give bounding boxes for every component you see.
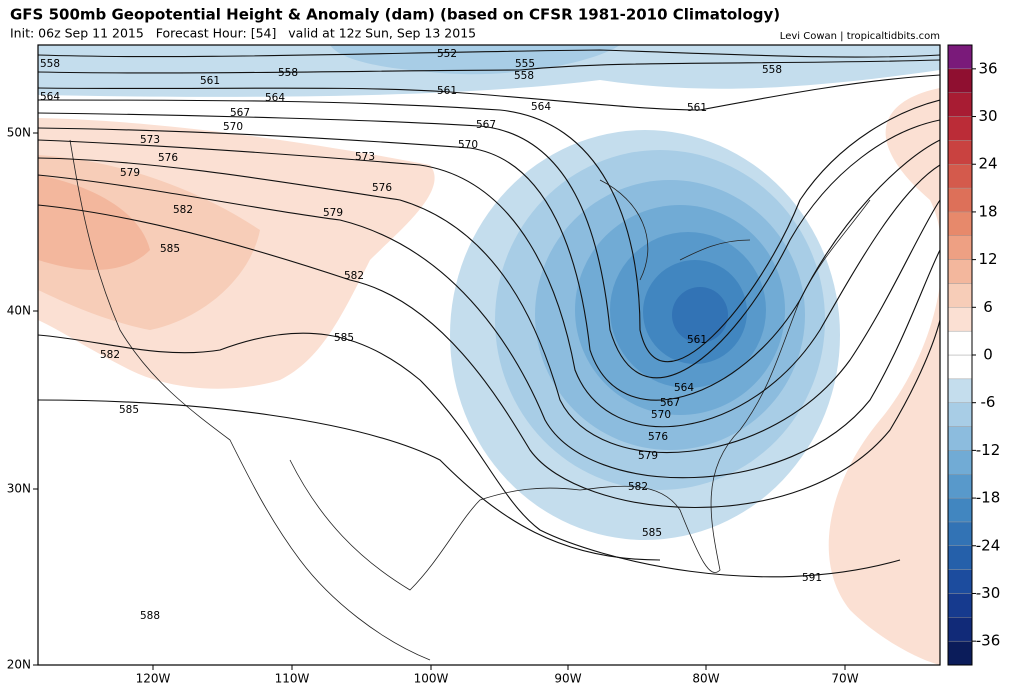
longitude-label: 120W	[136, 672, 171, 686]
contour-label: 576	[158, 152, 178, 164]
colorbar-segment	[947, 307, 973, 332]
contour-label: 564	[40, 91, 60, 103]
colorbar-label: -12	[976, 441, 1001, 459]
colorbar-label: -24	[976, 536, 1001, 554]
colorbar-label: -30	[976, 584, 1001, 602]
colorbar-label: -18	[976, 489, 1001, 507]
contour-label: 564	[531, 101, 551, 113]
contour-label: 579	[323, 207, 343, 219]
contour-label: 567	[660, 397, 680, 409]
colorbar-segment	[947, 283, 973, 308]
longitude-label: 110W	[275, 672, 310, 686]
colorbar-segment	[947, 235, 973, 260]
contour-label: 573	[355, 151, 375, 163]
colorbar-segment	[947, 44, 973, 70]
contour-label: 585	[160, 243, 180, 255]
contour-label: 570	[223, 121, 243, 133]
colorbar-segment	[947, 68, 973, 93]
contour-label: 585	[642, 527, 662, 539]
contour-label: 576	[372, 182, 392, 194]
colorbar-segment	[947, 378, 973, 403]
colorbar-label: -6	[981, 393, 996, 411]
contour-label: 582	[344, 270, 364, 282]
colorbar-label: 18	[978, 202, 997, 220]
colorbar-label: 0	[983, 346, 993, 364]
colorbar-segment	[947, 140, 973, 165]
contour-label: 588	[140, 610, 160, 622]
colorbar-segment	[947, 640, 973, 666]
contour-label: 570	[651, 409, 671, 421]
credit: Levi Cowan | tropicaltidbits.com	[780, 31, 940, 42]
contour-label: 558	[514, 70, 534, 82]
colorbar-segment	[947, 426, 973, 451]
contour-label: 579	[120, 167, 140, 179]
colorbar-segment	[947, 593, 973, 618]
colorbar-segment	[947, 474, 973, 499]
longitude-label: 90W	[554, 672, 581, 686]
contour-label: 567	[476, 119, 496, 131]
contour-label: 561	[687, 102, 707, 114]
colorbar-segment	[947, 259, 973, 284]
colorbar-segment	[947, 330, 973, 356]
subtitle: Init: 06z Sep 11 2015 Forecast Hour: [54…	[10, 26, 476, 41]
contour-label: 564	[674, 382, 694, 394]
colorbar-segment	[947, 521, 973, 546]
latitude-label: 20N	[7, 658, 31, 672]
colorbar-segment	[947, 569, 973, 594]
latitude-label: 40N	[7, 304, 31, 318]
contour-label: 567	[230, 107, 250, 119]
colorbar-segment	[947, 92, 973, 117]
contour-label: 579	[638, 450, 658, 462]
map	[38, 45, 940, 665]
contour-label: 570	[458, 139, 478, 151]
colorbar-segment	[947, 187, 973, 213]
colorbar-segment	[947, 116, 973, 141]
colorbar-label: 36	[978, 59, 997, 77]
contour-label: 561	[437, 85, 457, 97]
longitude-label: 80W	[692, 672, 719, 686]
latitude-label: 50N	[7, 126, 31, 140]
contour-label: 561	[687, 334, 707, 346]
contour-label: 555	[515, 58, 535, 70]
title: GFS 500mb Geopotential Height & Anomaly …	[10, 6, 780, 24]
colorbar-label: -36	[976, 632, 1001, 650]
colorbar-segment	[947, 164, 973, 189]
contour-label: 558	[762, 64, 782, 76]
colorbar-label: 24	[978, 155, 997, 173]
contour-label: 573	[140, 134, 160, 146]
contour-label: 552	[437, 48, 457, 60]
map-frame	[37, 44, 941, 666]
colorbar-label: 30	[978, 107, 997, 125]
colorbar-label: 12	[978, 250, 997, 268]
colorbar-segment	[947, 354, 973, 380]
colorbar-segment	[947, 545, 973, 570]
contour-label: 558	[278, 67, 298, 79]
longitude-label: 70W	[831, 672, 858, 686]
contour-label: 585	[334, 332, 354, 344]
contour-label: 582	[173, 204, 193, 216]
colorbar-segment	[947, 402, 973, 427]
contour-label: 582	[100, 349, 120, 361]
latitude-label: 30N	[7, 482, 31, 496]
contour-label: 591	[802, 572, 822, 584]
contour-label: 558	[40, 58, 60, 70]
colorbar-segment	[947, 497, 973, 523]
contour-label: 576	[648, 431, 668, 443]
colorbar-segment	[947, 450, 973, 475]
colorbar-segment	[947, 211, 973, 236]
colorbar-segment	[947, 617, 973, 642]
contour-label: 561	[200, 75, 220, 87]
contour-label: 585	[119, 404, 139, 416]
colorbar-label: 6	[983, 298, 993, 316]
contour-label: 582	[628, 481, 648, 493]
contour-label: 564	[265, 92, 285, 104]
longitude-label: 100W	[414, 672, 449, 686]
